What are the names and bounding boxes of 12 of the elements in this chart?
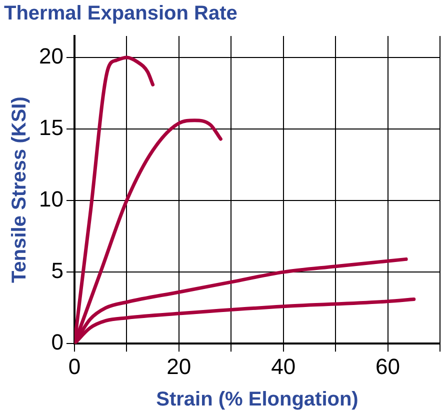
y-axis-title: Tensile Stress (KSI) xyxy=(8,96,31,283)
x-tick-label: 20 xyxy=(166,354,192,379)
x-tick-label: 0 xyxy=(68,354,81,379)
y-tick-label: 5 xyxy=(51,258,64,284)
chart-title: Thermal Expansion Rate xyxy=(4,2,238,25)
x-axis-title: Strain (% Elongation) xyxy=(156,388,358,411)
x-tick-label: 40 xyxy=(271,354,296,379)
y-tick-label: 0 xyxy=(51,330,64,355)
y-tick-label: 15 xyxy=(38,115,64,140)
x-tick-label: 60 xyxy=(376,354,400,379)
y-tick-label: 10 xyxy=(38,186,64,212)
y-tick-label: 20 xyxy=(38,44,64,69)
